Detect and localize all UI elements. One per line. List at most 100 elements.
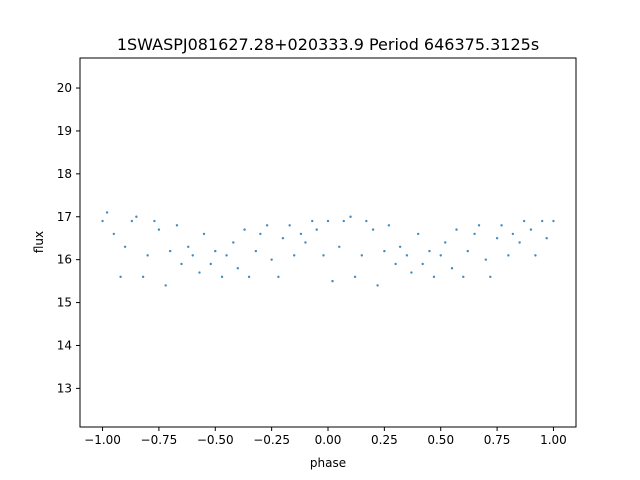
y-axis: 13 14 15 16 17 18 19 20 bbox=[57, 81, 80, 395]
data-point bbox=[432, 275, 436, 279]
data-point bbox=[112, 232, 116, 236]
data-point bbox=[214, 249, 217, 253]
data-point bbox=[416, 232, 420, 236]
x-tick-label: 0.50 bbox=[427, 433, 454, 447]
data-point bbox=[552, 219, 555, 223]
data-point bbox=[105, 211, 109, 214]
y-tick-label: 20 bbox=[57, 81, 72, 95]
data-point bbox=[254, 249, 258, 253]
data-point bbox=[141, 275, 145, 279]
data-point bbox=[232, 241, 235, 244]
data-point bbox=[444, 241, 447, 244]
data-point bbox=[225, 254, 228, 257]
data-point bbox=[439, 254, 442, 257]
y-tick-label: 19 bbox=[57, 124, 72, 138]
data-point bbox=[462, 275, 465, 279]
y-axis-label: flux bbox=[32, 231, 46, 253]
x-tick-label: −0.75 bbox=[141, 433, 178, 447]
x-tick-label: −1.00 bbox=[84, 433, 121, 447]
data-point bbox=[281, 237, 285, 240]
data-point bbox=[353, 275, 357, 279]
data-point bbox=[311, 219, 314, 223]
data-point bbox=[146, 254, 149, 257]
y-tick-label: 18 bbox=[57, 167, 72, 181]
data-point bbox=[500, 224, 503, 227]
data-point bbox=[489, 275, 492, 279]
data-point bbox=[101, 219, 104, 223]
data-point bbox=[405, 254, 409, 257]
data-point bbox=[157, 228, 161, 231]
data-point bbox=[322, 254, 325, 257]
y-tick-label: 14 bbox=[57, 338, 72, 352]
data-point bbox=[495, 237, 499, 240]
x-tick-label: 0.75 bbox=[484, 433, 511, 447]
data-point bbox=[243, 228, 246, 231]
data-points bbox=[101, 211, 555, 287]
data-point bbox=[376, 284, 379, 287]
data-point bbox=[466, 249, 469, 253]
data-point bbox=[371, 228, 375, 231]
data-point bbox=[365, 219, 368, 223]
y-tick-label: 16 bbox=[57, 253, 72, 267]
y-tick-label: 13 bbox=[57, 381, 72, 395]
data-point bbox=[410, 271, 413, 274]
x-tick-label: −0.50 bbox=[197, 433, 234, 447]
x-tick-label: 0.25 bbox=[371, 433, 398, 447]
data-point bbox=[292, 254, 296, 257]
data-point bbox=[187, 245, 190, 248]
data-point bbox=[428, 249, 431, 253]
x-axis-label: phase bbox=[310, 456, 346, 470]
data-point bbox=[540, 219, 544, 223]
data-point bbox=[180, 262, 183, 266]
data-point bbox=[277, 275, 280, 279]
data-point bbox=[534, 254, 537, 257]
data-point bbox=[383, 249, 386, 253]
data-point bbox=[270, 258, 273, 261]
data-point bbox=[153, 219, 156, 223]
x-tick-label: 1.00 bbox=[540, 433, 567, 447]
data-point bbox=[191, 254, 194, 257]
data-point bbox=[398, 245, 402, 248]
data-point bbox=[123, 245, 127, 248]
data-point bbox=[315, 228, 318, 231]
data-point bbox=[135, 215, 138, 218]
data-point bbox=[511, 232, 515, 236]
data-point bbox=[331, 279, 334, 283]
data-point bbox=[473, 232, 476, 236]
data-point bbox=[164, 284, 167, 287]
chart-title: 1SWASPJ081627.28+020333.9 Period 646375.… bbox=[117, 35, 539, 54]
data-point bbox=[421, 262, 424, 266]
data-point bbox=[522, 219, 526, 223]
data-point bbox=[338, 245, 341, 248]
data-point bbox=[507, 254, 510, 257]
data-point bbox=[198, 271, 201, 274]
data-point bbox=[209, 262, 212, 266]
data-point bbox=[477, 224, 481, 227]
data-point bbox=[220, 275, 224, 279]
data-point bbox=[387, 224, 391, 227]
data-point bbox=[265, 224, 269, 227]
data-point bbox=[202, 232, 206, 236]
y-tick-label: 17 bbox=[57, 210, 72, 224]
data-point bbox=[130, 219, 134, 223]
data-point bbox=[326, 219, 330, 223]
x-tick-label: 0.00 bbox=[315, 433, 342, 447]
data-point bbox=[545, 237, 548, 240]
data-point bbox=[288, 224, 291, 227]
data-point bbox=[484, 258, 488, 261]
data-point bbox=[119, 275, 122, 279]
data-point bbox=[247, 275, 251, 279]
data-point bbox=[529, 228, 533, 231]
data-point bbox=[360, 254, 364, 257]
x-tick-label: −0.25 bbox=[253, 433, 290, 447]
data-point bbox=[450, 267, 454, 270]
data-point bbox=[304, 241, 307, 244]
data-point bbox=[175, 224, 179, 227]
x-axis: −1.00 −0.75 −0.50 −0.25 0.00 0.25 0.50 0.75 1.00 bbox=[84, 427, 567, 447]
data-point bbox=[455, 228, 458, 231]
y-tick-label: 15 bbox=[57, 296, 72, 310]
data-point bbox=[259, 232, 262, 236]
data-point bbox=[349, 215, 352, 218]
data-point bbox=[394, 262, 397, 266]
